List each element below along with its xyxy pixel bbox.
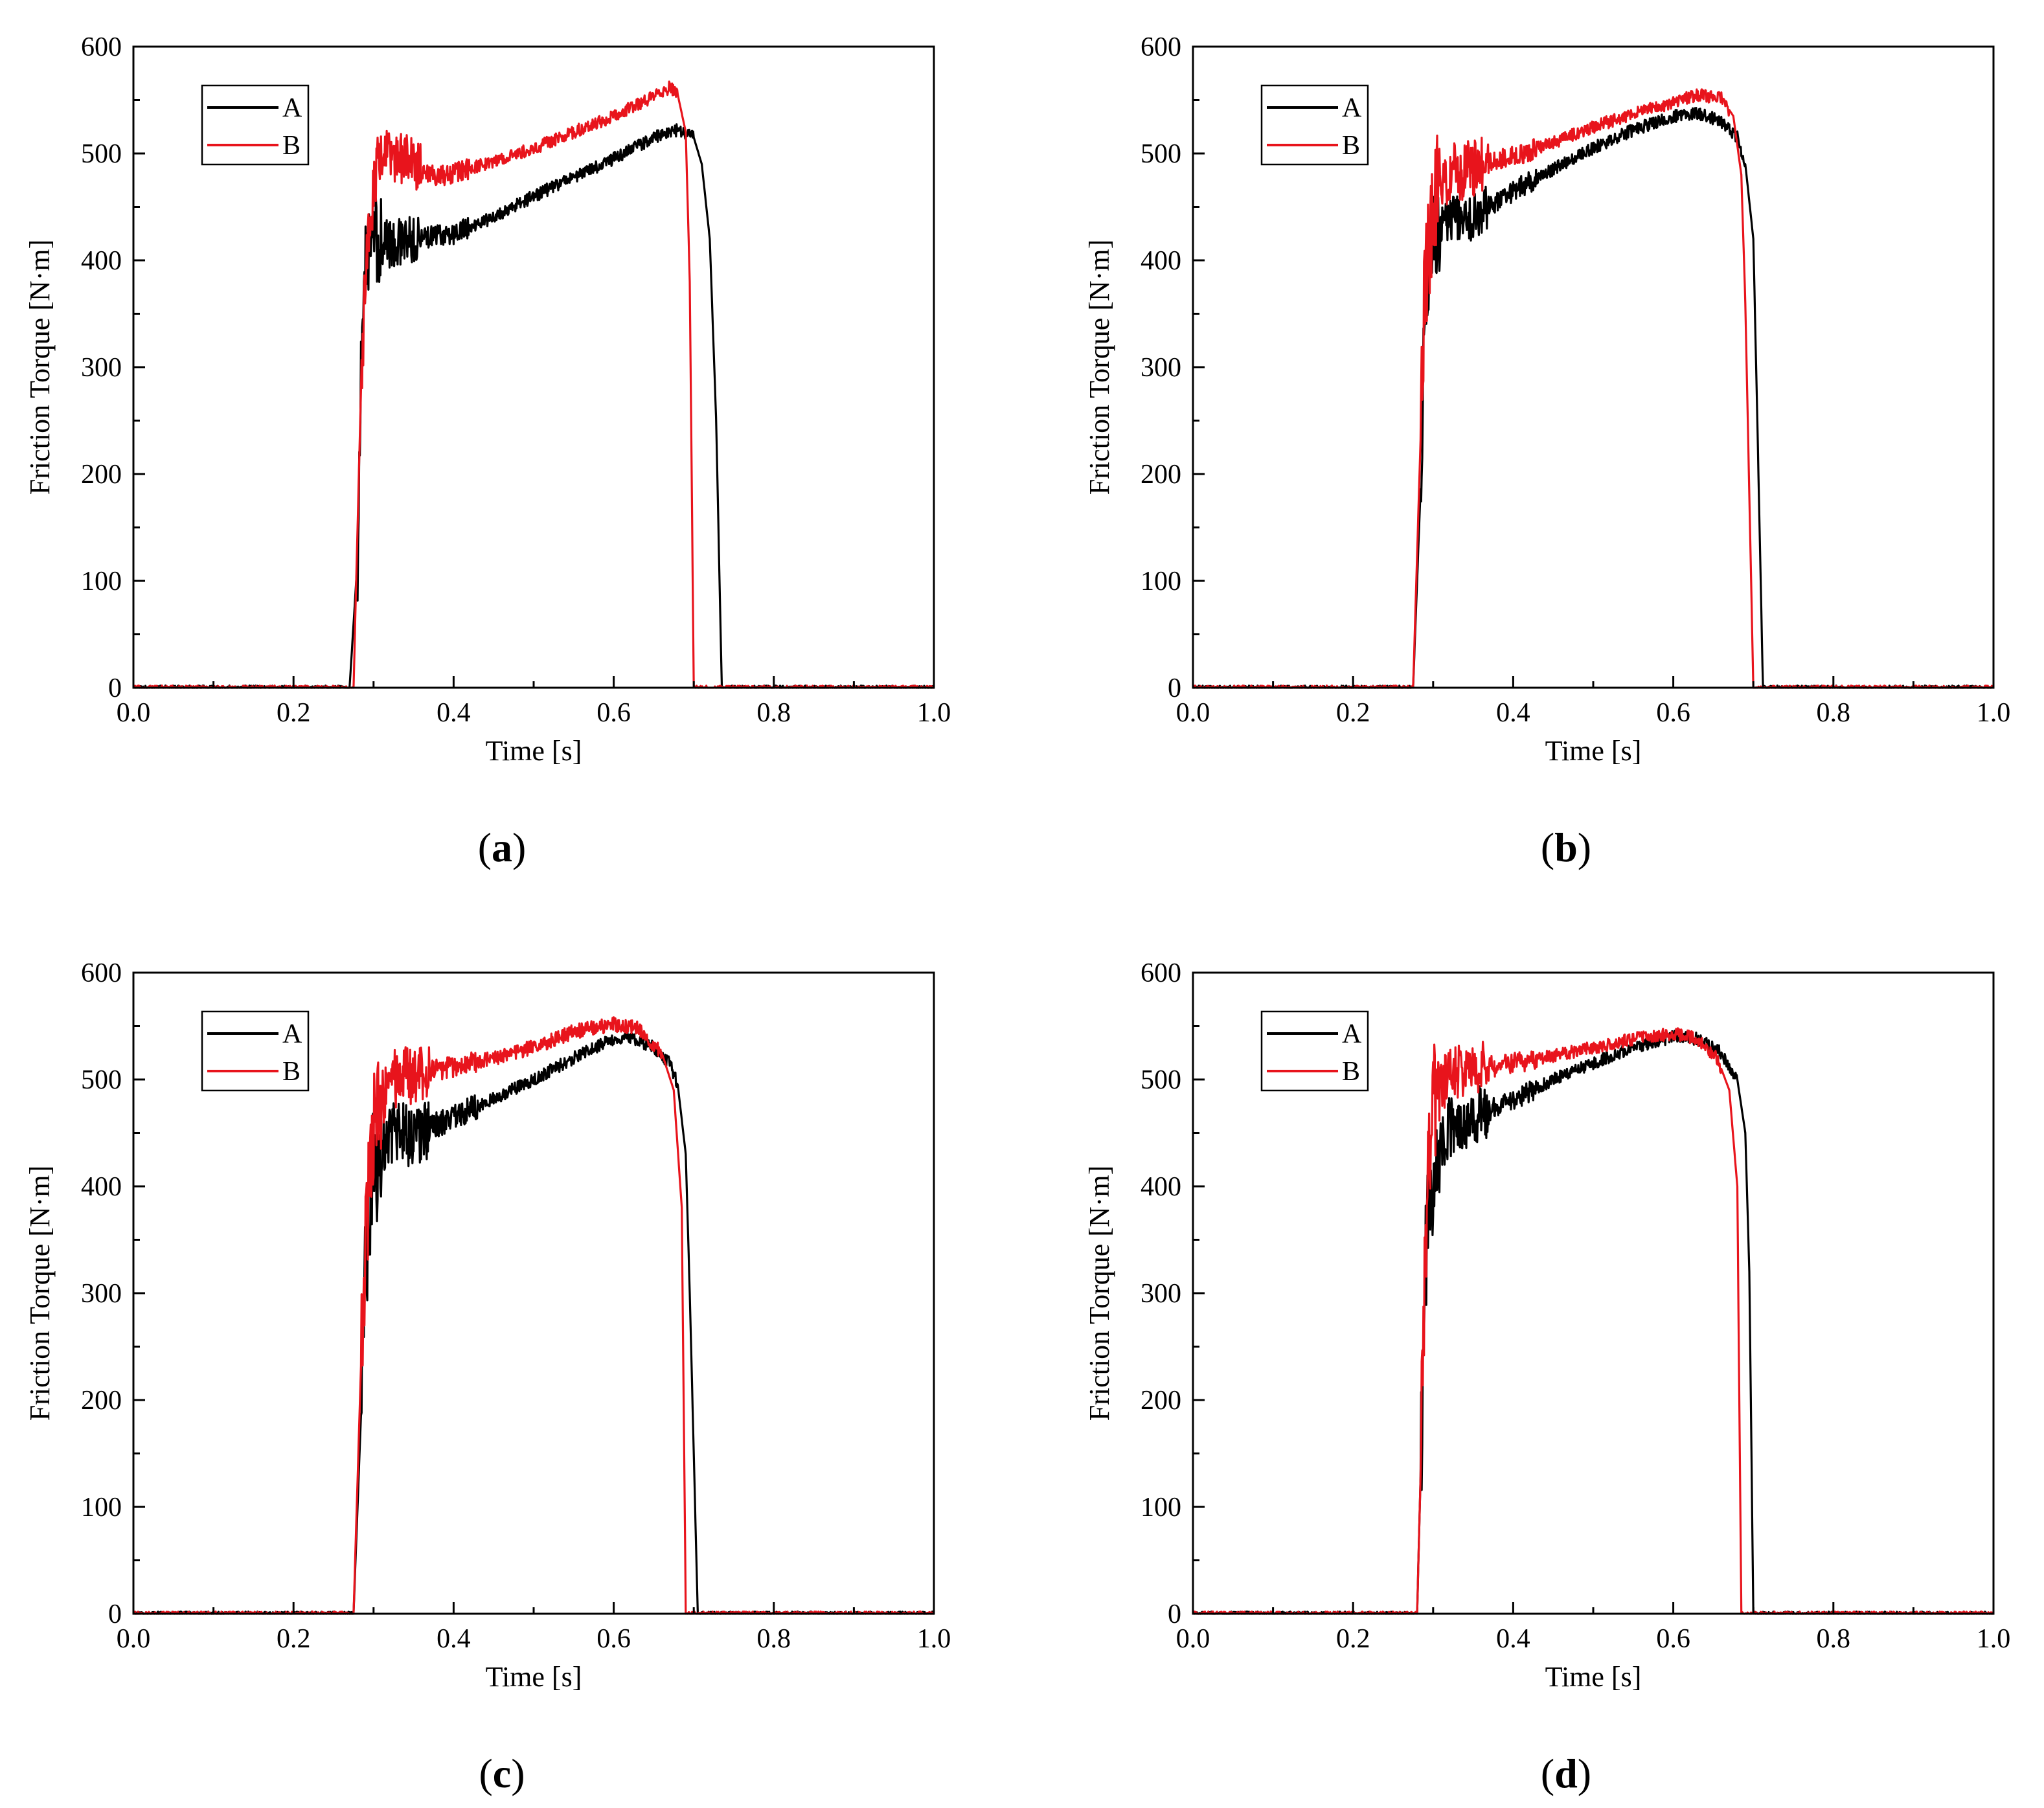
legend-label-B: B bbox=[1342, 1057, 1360, 1087]
y-tick-label: 200 bbox=[81, 1386, 122, 1416]
y-tick-label: 300 bbox=[1141, 1279, 1181, 1309]
y-tick-label: 100 bbox=[1141, 567, 1181, 596]
y-tick-label: 0 bbox=[1168, 673, 1181, 703]
chart-panel-c: 0.0 0.2 0.4 0.6 0.8 1.0 0 100 200 300 400 500 600 Tim… bbox=[24, 958, 951, 1796]
legend-label-A: A bbox=[1342, 93, 1362, 123]
y-tick-label: 500 bbox=[81, 139, 122, 169]
y-tick-label: 500 bbox=[1141, 139, 1181, 169]
y-tick-label: 100 bbox=[81, 567, 122, 596]
y-tick-label: 0 bbox=[108, 673, 122, 703]
panel-caption-c: (c) bbox=[479, 1750, 525, 1796]
y-tick-label: 400 bbox=[1141, 1172, 1181, 1202]
y-tick-label: 100 bbox=[1141, 1493, 1181, 1522]
y-axis-label: Friction Torque [N·m] bbox=[1084, 240, 1115, 495]
panel-caption-a: (a) bbox=[478, 824, 527, 870]
y-tick-label: 300 bbox=[81, 353, 122, 383]
legend-label-B: B bbox=[282, 1057, 301, 1087]
x-tick-label: 0.2 bbox=[1336, 698, 1370, 728]
legend: AB bbox=[1260, 84, 1369, 166]
legend: AB bbox=[1260, 1010, 1369, 1092]
y-axis-label: Friction Torque [N·m] bbox=[24, 240, 56, 495]
y-tick-label: 0 bbox=[1168, 1599, 1181, 1629]
y-tick-label: 400 bbox=[81, 1172, 122, 1202]
x-tick-label: 0.2 bbox=[277, 698, 311, 728]
legend-label-B: B bbox=[1342, 131, 1360, 161]
y-tick-label: 500 bbox=[1141, 1065, 1181, 1095]
x-tick-label: 0.6 bbox=[1656, 1624, 1690, 1654]
x-tick-label: 1.0 bbox=[917, 698, 951, 728]
legend-label-B: B bbox=[282, 131, 301, 161]
x-axis-label: Time [s] bbox=[1545, 735, 1642, 767]
chart-panel-a: 0.0 0.2 0.4 0.6 0.8 1.0 0 100 200 300 400 500 600 Tim… bbox=[24, 32, 951, 870]
x-tick-label: 0.0 bbox=[117, 698, 151, 728]
x-tick-label: 0.8 bbox=[757, 698, 791, 728]
y-tick-label: 600 bbox=[81, 958, 122, 988]
y-tick-label: 600 bbox=[1141, 32, 1181, 62]
legend-box bbox=[201, 84, 310, 166]
x-tick-label: 0.0 bbox=[1176, 1624, 1210, 1654]
legend-label-A: A bbox=[282, 1019, 302, 1049]
x-tick-label: 1.0 bbox=[1977, 1624, 2011, 1654]
y-tick-label: 300 bbox=[1141, 353, 1181, 383]
y-tick-label: 600 bbox=[81, 32, 122, 62]
y-tick-label: 500 bbox=[81, 1065, 122, 1095]
x-tick-label: 0.8 bbox=[1817, 1624, 1851, 1654]
x-tick-label: 0.6 bbox=[1656, 698, 1690, 728]
legend-label-A: A bbox=[282, 93, 302, 123]
x-tick-label: 0.0 bbox=[117, 1624, 151, 1654]
x-tick-label: 0.4 bbox=[437, 1624, 471, 1654]
x-axis-label: Time [s] bbox=[1545, 1661, 1642, 1693]
x-tick-label: 0.4 bbox=[437, 698, 471, 728]
y-tick-label: 200 bbox=[1141, 1386, 1181, 1416]
x-tick-label: 0.8 bbox=[1817, 698, 1851, 728]
y-tick-label: 200 bbox=[81, 460, 122, 490]
x-tick-label: 0.4 bbox=[1496, 1624, 1530, 1654]
chart-panel-d: 0.0 0.2 0.4 0.6 0.8 1.0 0 100 200 300 400 500 600 Tim… bbox=[1084, 958, 2010, 1796]
y-tick-label: 0 bbox=[108, 1599, 122, 1629]
x-tick-label: 0.2 bbox=[277, 1624, 311, 1654]
x-tick-label: 0.4 bbox=[1496, 698, 1530, 728]
panel-caption-b: (b) bbox=[1541, 824, 1591, 870]
legend: AB bbox=[201, 1010, 310, 1092]
y-tick-label: 400 bbox=[81, 246, 122, 276]
y-axis-label: Friction Torque [N·m] bbox=[24, 1166, 56, 1421]
legend: AB bbox=[201, 84, 310, 166]
y-tick-label: 200 bbox=[1141, 460, 1181, 490]
x-tick-label: 0.0 bbox=[1176, 698, 1210, 728]
y-tick-label: 300 bbox=[81, 1279, 122, 1309]
y-tick-label: 400 bbox=[1141, 246, 1181, 276]
x-tick-label: 1.0 bbox=[1977, 698, 2011, 728]
x-tick-label: 0.2 bbox=[1336, 1624, 1370, 1654]
x-tick-label: 1.0 bbox=[917, 1624, 951, 1654]
legend-box bbox=[1260, 84, 1369, 166]
x-tick-label: 0.6 bbox=[596, 698, 631, 728]
x-tick-label: 0.6 bbox=[596, 1624, 631, 1654]
chart-panel-b: 0.0 0.2 0.4 0.6 0.8 1.0 0 100 200 300 400 500 600 Tim… bbox=[1084, 32, 2010, 870]
y-tick-label: 100 bbox=[81, 1493, 122, 1522]
legend-label-A: A bbox=[1342, 1019, 1362, 1049]
panel-caption-d: (d) bbox=[1541, 1750, 1591, 1796]
x-axis-label: Time [s] bbox=[486, 1661, 582, 1693]
series-line-B-panel-a bbox=[133, 80, 934, 689]
x-tick-label: 0.8 bbox=[757, 1624, 791, 1654]
legend-box bbox=[201, 1010, 310, 1092]
x-axis-label: Time [s] bbox=[486, 735, 582, 767]
legend-box bbox=[1260, 1010, 1369, 1092]
y-tick-label: 600 bbox=[1141, 958, 1181, 988]
y-axis-label: Friction Torque [N·m] bbox=[1084, 1166, 1115, 1421]
